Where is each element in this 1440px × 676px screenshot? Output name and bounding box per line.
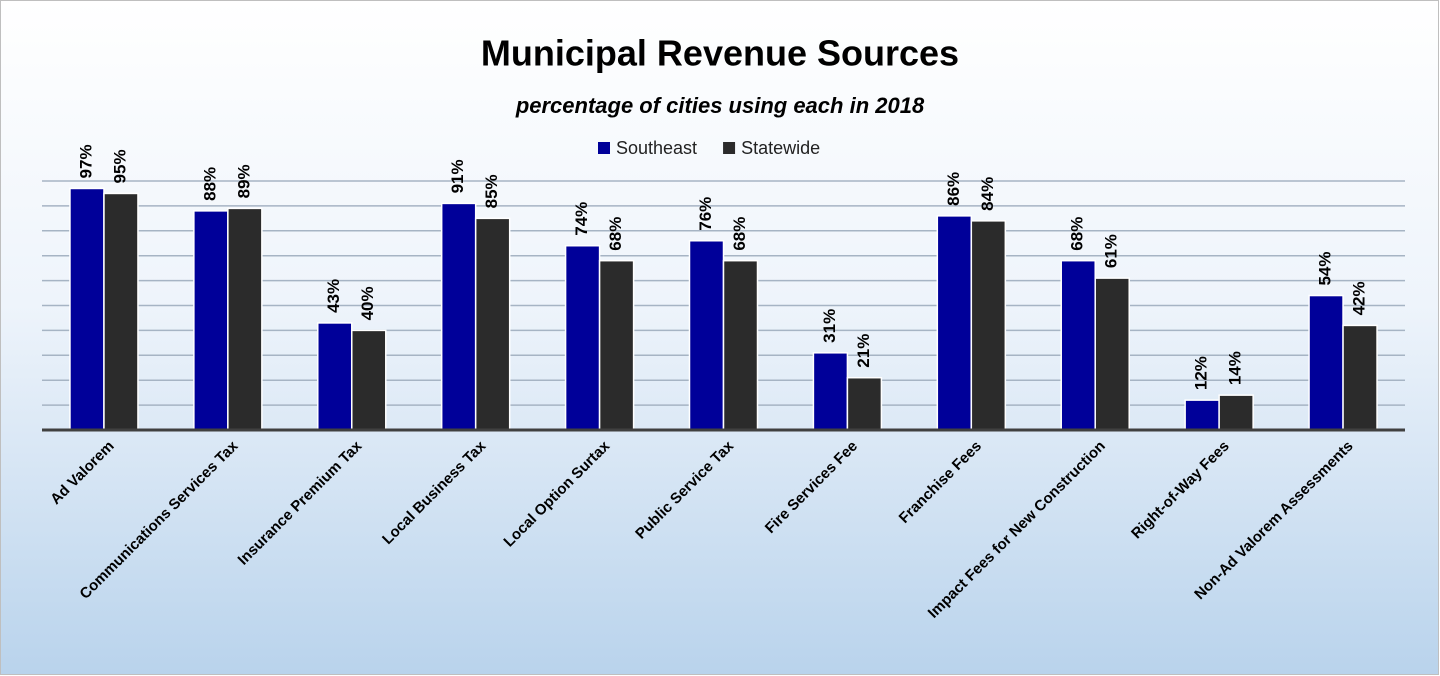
bar bbox=[69, 187, 105, 431]
data-label: 42% bbox=[1350, 281, 1369, 315]
data-label: 14% bbox=[1226, 351, 1245, 385]
bar bbox=[1308, 294, 1344, 431]
bar bbox=[351, 329, 387, 431]
legend-label: Southeast bbox=[616, 138, 697, 158]
data-label: 40% bbox=[358, 286, 377, 320]
data-label: 12% bbox=[1192, 356, 1211, 390]
data-label: 91% bbox=[448, 159, 467, 193]
legend-label: Statewide bbox=[741, 138, 820, 158]
data-label: 68% bbox=[730, 217, 749, 251]
data-label: 61% bbox=[1102, 234, 1121, 268]
bar bbox=[970, 220, 1007, 431]
bar bbox=[193, 210, 229, 431]
legend-swatch bbox=[598, 142, 610, 154]
bar bbox=[317, 322, 353, 431]
data-label: 76% bbox=[696, 197, 715, 231]
chart-title: Municipal Revenue Sources bbox=[481, 33, 959, 74]
bar bbox=[1060, 259, 1096, 431]
data-label: 84% bbox=[978, 177, 997, 211]
data-label: 85% bbox=[482, 174, 501, 208]
bar bbox=[598, 259, 635, 431]
data-label: 86% bbox=[944, 172, 963, 206]
legend-swatch bbox=[723, 142, 736, 154]
data-label: 88% bbox=[200, 167, 219, 201]
data-label: 43% bbox=[324, 279, 343, 313]
bar bbox=[1342, 324, 1378, 431]
bar bbox=[1094, 277, 1130, 431]
data-label: 31% bbox=[820, 309, 839, 343]
data-label: 89% bbox=[234, 164, 253, 198]
bar bbox=[1218, 394, 1254, 431]
bar bbox=[846, 376, 883, 431]
data-label: 21% bbox=[854, 334, 873, 368]
bar bbox=[474, 217, 511, 431]
bar bbox=[812, 352, 849, 431]
data-label: 95% bbox=[110, 149, 129, 183]
data-label: 54% bbox=[1316, 252, 1335, 286]
data-label: 68% bbox=[606, 217, 625, 251]
bar bbox=[564, 244, 601, 431]
bar bbox=[1184, 399, 1220, 431]
bar bbox=[722, 259, 759, 431]
chart-subtitle: percentage of cities using each in 2018 bbox=[515, 93, 925, 118]
data-label: 74% bbox=[572, 202, 591, 236]
data-label: 97% bbox=[76, 144, 95, 178]
bar bbox=[103, 192, 139, 431]
bar bbox=[936, 215, 973, 431]
bar bbox=[227, 207, 263, 431]
data-label: 68% bbox=[1068, 217, 1087, 251]
bar bbox=[440, 202, 477, 431]
bar bbox=[688, 240, 725, 431]
